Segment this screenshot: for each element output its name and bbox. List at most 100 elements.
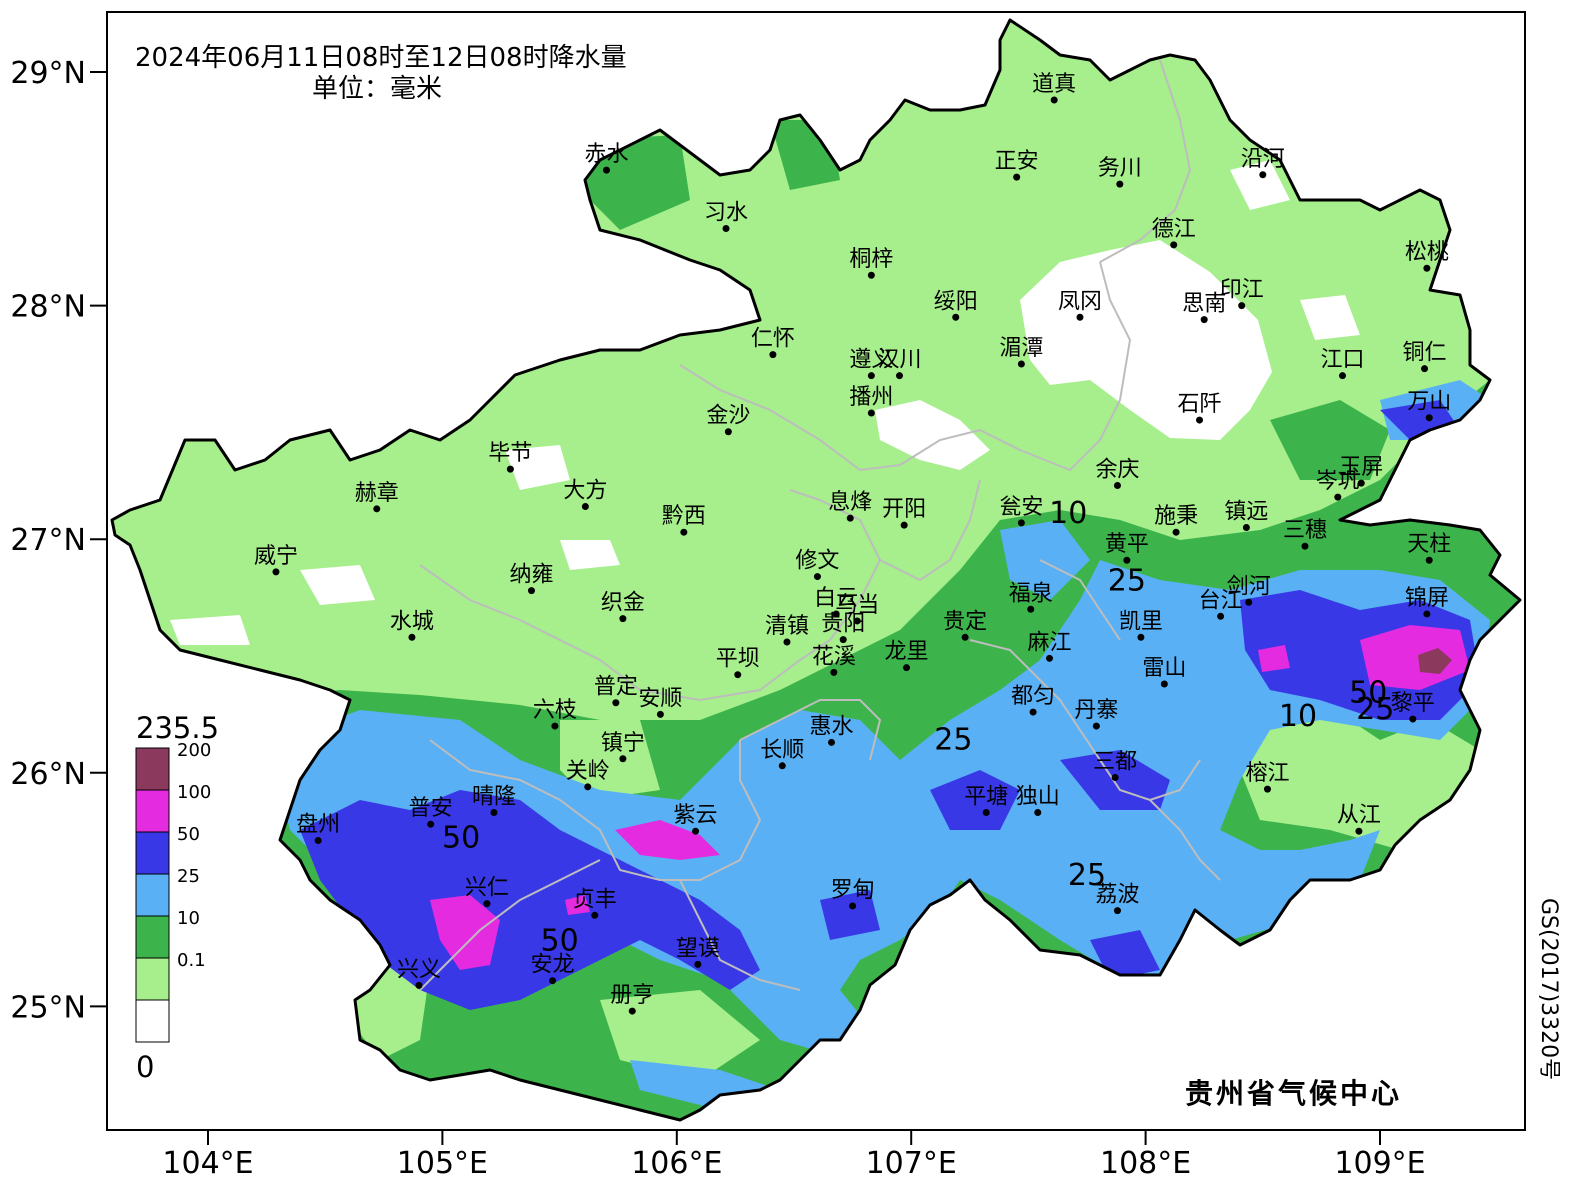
contour-label: 50	[442, 821, 480, 856]
city-dot	[1111, 773, 1119, 781]
city-台江: 台江	[1199, 588, 1243, 620]
city-德江: 德江	[1152, 217, 1196, 249]
rain-class-zero	[505, 445, 570, 490]
city-dot	[830, 668, 838, 676]
city-name: 榕江	[1245, 761, 1289, 786]
city-dot	[724, 428, 732, 436]
city-雷山: 雷山	[1142, 656, 1186, 688]
legend-swatch	[135, 831, 170, 875]
city-玉屏: 玉屏	[1339, 455, 1383, 487]
rain-class-100	[615, 820, 720, 860]
city-name: 黎平	[1391, 691, 1435, 716]
city-dot	[853, 617, 861, 625]
city-name: 印江	[1220, 278, 1264, 303]
city-name: 思南	[1182, 292, 1226, 317]
city-镇远: 镇远	[1224, 500, 1268, 532]
city-dot	[895, 372, 903, 380]
city-name: 纳雍	[509, 563, 553, 588]
city-dot	[1423, 610, 1431, 618]
city-dot	[1113, 907, 1121, 915]
city-name: 贵阳	[821, 612, 865, 637]
city-name: 福泉	[1009, 581, 1053, 606]
city-dot	[483, 900, 491, 908]
city-万山: 万山	[1407, 390, 1451, 422]
city-普安: 普安	[409, 796, 453, 828]
city-name: 镇宁	[601, 731, 645, 756]
legend: 235.5 200 100 50 25 10 0.1 0	[135, 711, 219, 1084]
city-name: 习水	[704, 201, 748, 226]
city-dot	[1301, 542, 1309, 550]
city-name: 望谟	[676, 936, 720, 961]
city-name: 织金	[601, 591, 645, 616]
city-都匀: 都匀	[1011, 684, 1055, 716]
city-name: 湄潭	[999, 336, 1043, 361]
longitude-label: 107°E	[866, 1146, 957, 1181]
city-dot	[1242, 524, 1250, 532]
city-name: 安龙	[531, 953, 575, 978]
city-锦屏: 锦屏	[1405, 586, 1449, 618]
city-dot	[982, 809, 990, 817]
city-dot	[1245, 598, 1253, 606]
city-长顺: 长顺	[760, 738, 804, 770]
legend-max-label: 235.5	[136, 711, 219, 745]
city-dot	[722, 225, 730, 233]
city-dot	[427, 820, 435, 828]
city-dot	[846, 514, 854, 522]
city-道真: 道真	[1032, 72, 1076, 104]
city-dot	[692, 827, 700, 835]
city-name: 麻江	[1027, 630, 1071, 655]
city-安龙: 安龙	[531, 953, 575, 985]
rain-class-50	[930, 770, 1020, 830]
city-普定: 普定	[594, 675, 638, 707]
city-播州: 播州	[849, 385, 893, 417]
city-name: 平坝	[716, 647, 760, 672]
prefecture-boundaries	[419, 59, 1221, 991]
city-dot	[584, 783, 592, 791]
legend-swatch	[135, 957, 170, 1001]
city-花溪: 花溪	[812, 644, 856, 676]
legend-min-label: 0	[136, 1050, 154, 1084]
city-name: 长顺	[760, 738, 804, 763]
rain-class-25	[1000, 520, 1090, 600]
city-name: 贵定	[943, 609, 987, 634]
city-dot	[783, 638, 791, 646]
city-name: 普安	[409, 796, 453, 821]
city-name: 黄平	[1105, 532, 1149, 557]
city-松桃: 松桃	[1405, 240, 1449, 272]
city-name: 仁怀	[751, 327, 795, 352]
longitude-label: 109°E	[1334, 1146, 1425, 1181]
city-dot	[1425, 556, 1433, 564]
city-name: 开阳	[882, 497, 926, 522]
city-dot	[581, 502, 589, 510]
city-dot	[1137, 633, 1145, 641]
city-name: 德江	[1152, 217, 1196, 242]
legend-label: 25	[177, 866, 200, 887]
city-麻江: 麻江	[1027, 630, 1072, 662]
city-dot	[619, 755, 627, 763]
city-dot	[1357, 479, 1365, 487]
city-江口: 江口	[1320, 348, 1365, 380]
city-dot	[1425, 414, 1433, 422]
city-赤水: 赤水	[584, 142, 628, 174]
city-name: 兴义	[397, 957, 441, 982]
city-dot	[1013, 173, 1021, 181]
city-name: 毕节	[488, 441, 532, 466]
longitude-label: 108°E	[1100, 1146, 1191, 1181]
city-name: 务川	[1098, 156, 1142, 181]
credit-text: 贵州省气候中心	[1185, 1077, 1402, 1110]
city-dot	[1259, 171, 1267, 179]
city-dot	[1092, 722, 1100, 730]
legend-label: 0.1	[177, 950, 206, 971]
rain-class-50	[820, 890, 880, 940]
city-dot	[602, 166, 610, 174]
city-name: 关岭	[566, 759, 610, 784]
city-name: 三穗	[1283, 518, 1327, 543]
city-dot	[1050, 96, 1058, 104]
city-丹寨: 丹寨	[1074, 698, 1118, 730]
city-黄平: 黄平	[1105, 532, 1149, 564]
city-三都: 三都	[1093, 749, 1137, 781]
city-name: 汉川	[877, 348, 921, 373]
city-dot	[813, 573, 821, 581]
city-name: 凯里	[1119, 609, 1163, 634]
city-榕江: 榕江	[1245, 761, 1289, 793]
